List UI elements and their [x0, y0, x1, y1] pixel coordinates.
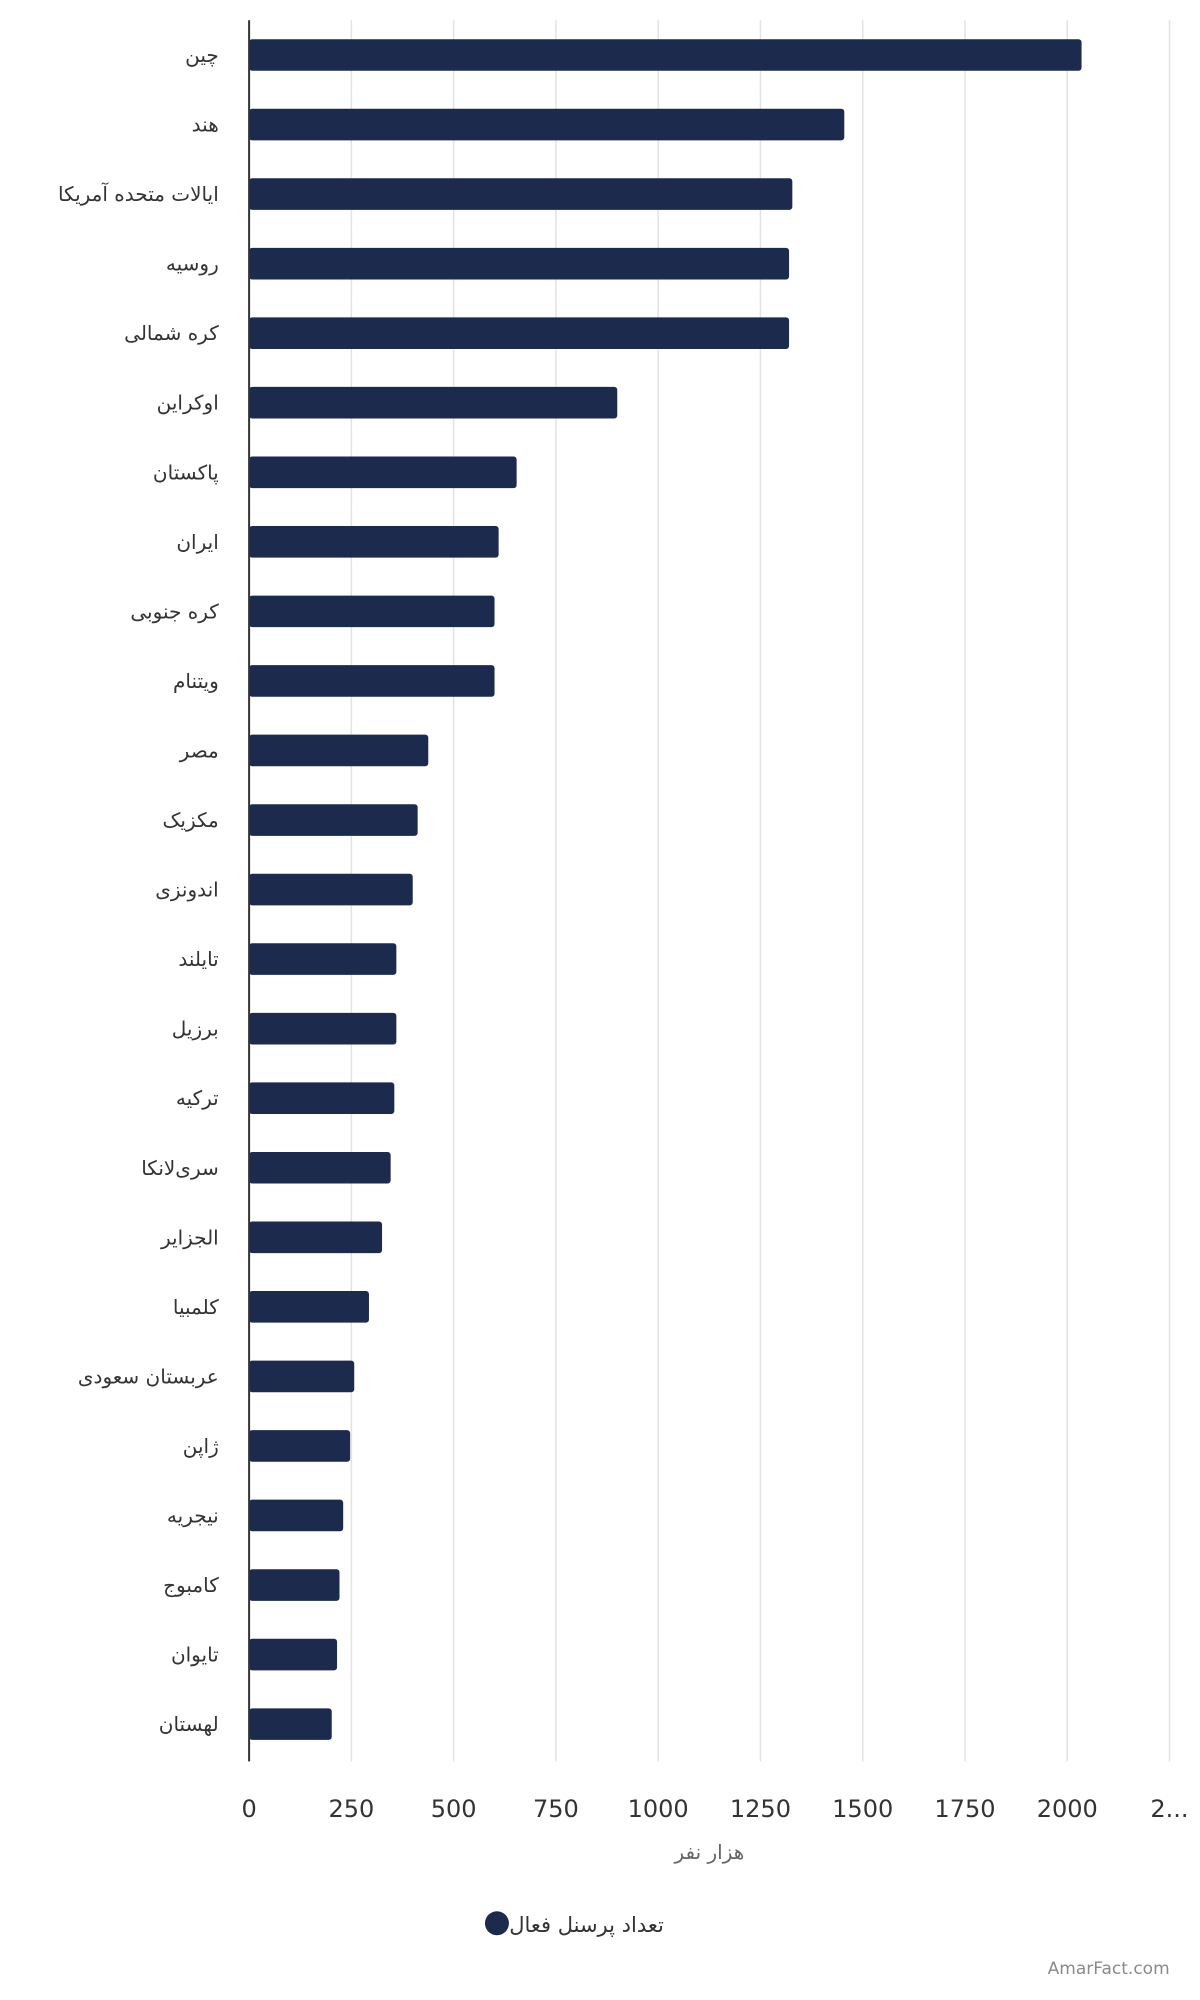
legend-marker — [484, 1911, 509, 1936]
category-labels: چین هند ایالات متحده آمریکا روسیه کره شمالی ا… — [58, 43, 219, 1736]
grid-lines — [350, 20, 1171, 1762]
category-label: اندونزی — [155, 878, 219, 902]
category-label: کلمبیا — [173, 1295, 219, 1319]
bar[interactable] — [249, 1499, 344, 1532]
category-label: روسیه — [166, 252, 219, 276]
category-label: اوکراین — [157, 391, 219, 415]
category-label: کره شمالی — [124, 321, 219, 345]
bar[interactable] — [249, 1012, 397, 1045]
bar[interactable] — [249, 526, 499, 558]
category-label: کامبوج — [163, 1573, 219, 1597]
bar[interactable] — [249, 1569, 340, 1601]
bar[interactable] — [249, 943, 397, 975]
category-label: نیجریه — [167, 1503, 219, 1527]
bar[interactable] — [249, 665, 495, 697]
bar[interactable] — [249, 386, 618, 419]
bar[interactable] — [249, 1221, 383, 1254]
category-label: برزیل — [172, 1017, 219, 1041]
bars — [249, 39, 1082, 1740]
bar[interactable] — [249, 1360, 355, 1393]
category-label: تایوان — [171, 1643, 219, 1667]
category-label: ترکیه — [176, 1086, 219, 1110]
x-tick-label: 750 — [533, 1795, 579, 1823]
bar[interactable] — [249, 1291, 369, 1323]
bar[interactable] — [249, 734, 429, 767]
x-tick-label: 500 — [431, 1795, 477, 1823]
category-label: مکزیک — [162, 808, 218, 832]
x-tick-label: 250 — [328, 1795, 374, 1823]
bar[interactable] — [249, 1638, 338, 1671]
bar[interactable] — [249, 1151, 391, 1184]
bar[interactable] — [249, 804, 418, 836]
category-label: ایالات متحده آمریکا — [58, 181, 219, 206]
x-axis-title: هزار نفر — [673, 1840, 744, 1864]
legend[interactable]: تعداد پرسنل فعال — [484, 1911, 664, 1937]
category-label: چین — [185, 43, 219, 67]
category-label: ویتنام — [173, 669, 219, 693]
bar[interactable] — [249, 595, 495, 628]
x-tick-label: 1000 — [628, 1795, 689, 1823]
bar[interactable] — [249, 873, 413, 906]
category-label: لهستان — [159, 1712, 219, 1736]
bar[interactable] — [249, 317, 790, 349]
bar[interactable] — [249, 108, 845, 141]
category-label: ایران — [176, 530, 218, 554]
x-tick-label: 0 — [241, 1795, 256, 1823]
x-tick-label: 2000 — [1037, 1795, 1098, 1823]
category-label: عربستان سعودی — [78, 1364, 219, 1388]
bar[interactable] — [249, 39, 1082, 71]
category-label: کره جنوبی — [130, 599, 219, 623]
bar[interactable] — [249, 1430, 351, 1462]
x-tick-label: 1250 — [730, 1795, 791, 1823]
bar[interactable] — [249, 178, 793, 210]
x-tick-label: 2... — [1150, 1795, 1188, 1823]
category-label: هند — [192, 113, 219, 137]
watermark: AmarFact.com — [1048, 1959, 1170, 1979]
bar[interactable] — [249, 1708, 332, 1740]
category-label: الجزایر — [160, 1225, 219, 1249]
category-label: مصر — [179, 738, 219, 762]
category-label: سری‌لانکا — [141, 1156, 219, 1180]
x-tick-labels: 0 250 500 750 1000 1250 1500 1750 2000 2... — [241, 1795, 1188, 1823]
bar[interactable] — [249, 456, 517, 489]
x-tick-label: 1750 — [934, 1795, 995, 1823]
category-label: تایلند — [178, 947, 218, 971]
category-label: پاکستان — [153, 460, 219, 485]
bar[interactable] — [249, 247, 790, 280]
bar[interactable] — [249, 1082, 395, 1115]
x-tick-label: 1500 — [832, 1795, 893, 1823]
category-label: ژاپن — [183, 1434, 219, 1459]
legend-label: تعداد پرسنل فعال — [509, 1913, 664, 1937]
